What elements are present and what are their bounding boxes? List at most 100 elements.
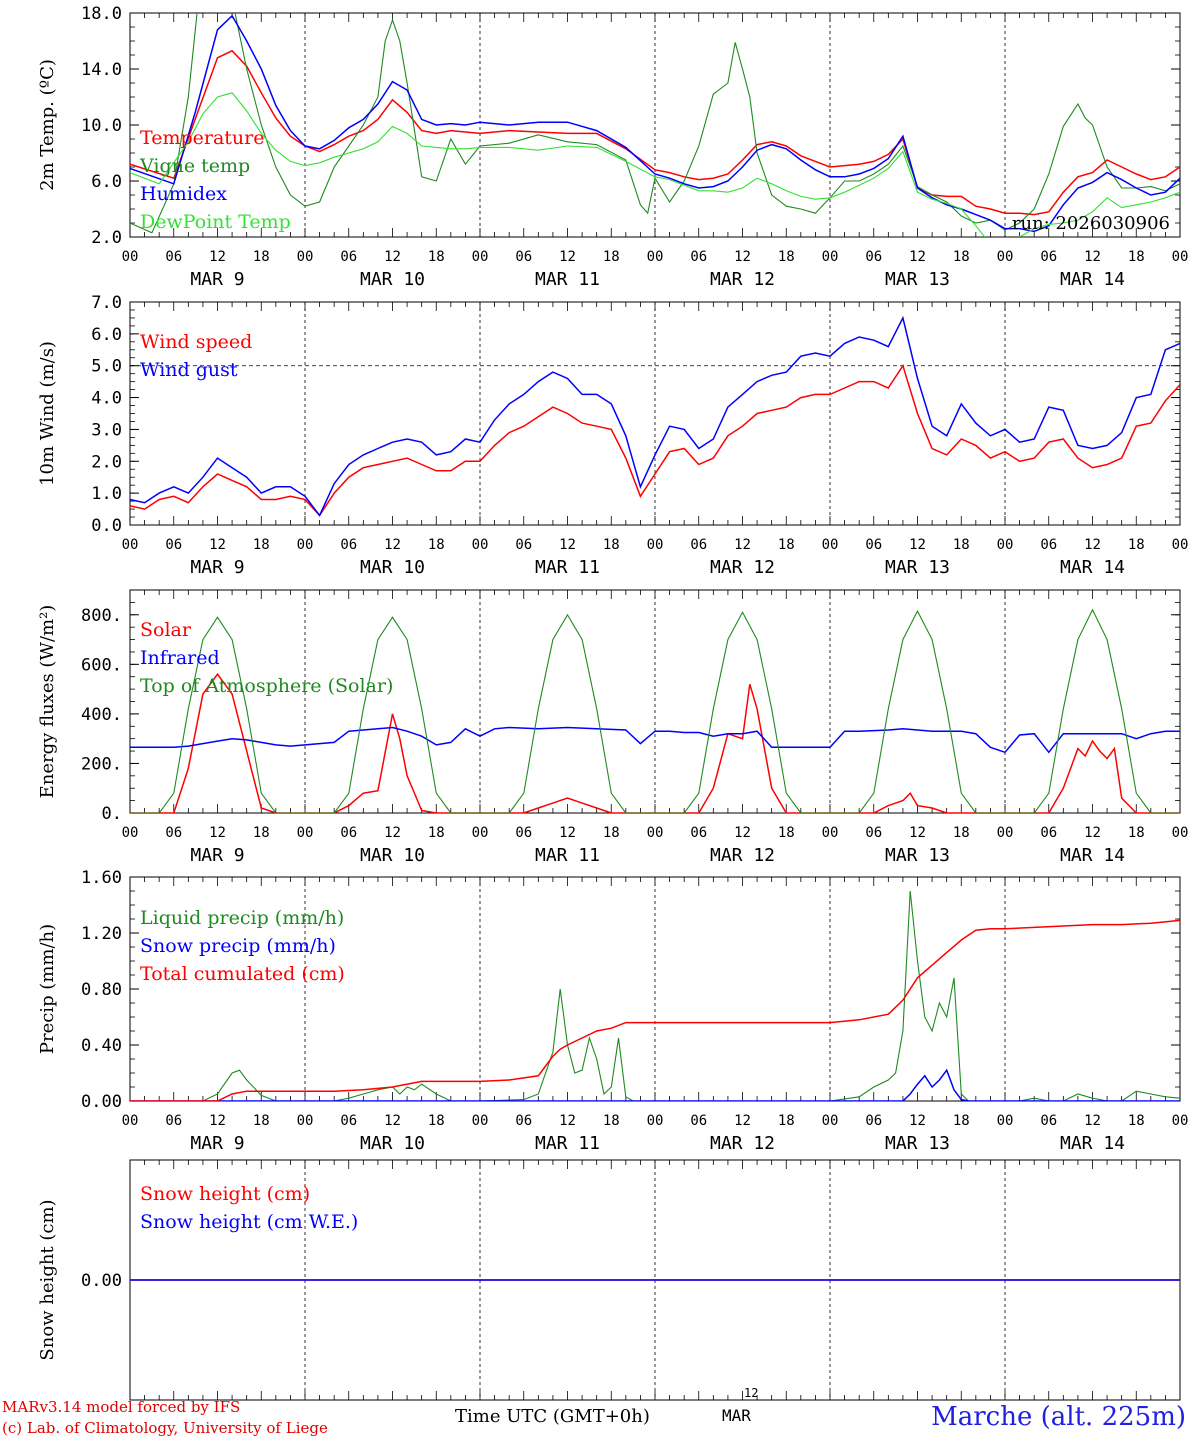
x-hour-label: 06 xyxy=(340,537,357,553)
x-hour-label: 00 xyxy=(647,1113,664,1129)
x-hour-label: 00 xyxy=(122,537,139,553)
panel-temperature: 2.0 6.0 10.0 14.0 18.0 2m Temp. (ºC) 00 06 12 18 0… xyxy=(37,4,1188,290)
credit-model: MARv3.14 model forced by IFS xyxy=(2,1398,241,1416)
legend-entry: Wind gust xyxy=(140,359,238,381)
x-hour-label: 12 xyxy=(209,1113,226,1129)
x-hour-label: 12 xyxy=(559,537,576,553)
x-day-label: MAR 13 xyxy=(885,1133,950,1154)
x-day-label: MAR 10 xyxy=(360,1133,425,1154)
y-tick-label: 6.0 xyxy=(91,172,122,192)
x-day-label: MAR 14 xyxy=(1060,1133,1125,1154)
x-hour-label: 18 xyxy=(253,249,270,265)
x-hour-label: 06 xyxy=(690,249,707,265)
x-day-label: MAR 12 xyxy=(710,1133,775,1154)
series-line-wind-gust xyxy=(130,315,1180,517)
credit-lab: (c) Lab. of Climatology, University of L… xyxy=(2,1419,328,1437)
series-line-dewpoint-temp xyxy=(130,92,1180,237)
legend-entry: Humidex xyxy=(140,183,227,205)
x-day-label: MAR 11 xyxy=(535,1133,600,1154)
x-hour-label: 06 xyxy=(515,537,532,553)
x-hour-label: 12 xyxy=(1084,825,1101,841)
station-name: Marche (alt. 225m) xyxy=(931,1402,1186,1432)
x-hour-label: 06 xyxy=(1040,1113,1057,1129)
x-hour-label: 00 xyxy=(472,825,489,841)
y-tick-label: 1.60 xyxy=(81,868,122,888)
y-tick-label: 0.40 xyxy=(81,1036,122,1056)
legend-entry: Snow height (cm W.E.) xyxy=(140,1211,358,1233)
panel-wind: 0.0 1.0 2.0 3.0 4.0 5.0 6.0 7.0 10m Wind (m/s) 00… xyxy=(37,293,1188,578)
x-hour-label: 06 xyxy=(515,825,532,841)
series-line-vigne-temp xyxy=(130,13,1180,234)
x-hour-label: 18 xyxy=(603,1113,620,1129)
x-hour-label: 06 xyxy=(340,1113,357,1129)
series-line-snow-precip-mm-h- xyxy=(130,1068,1180,1101)
series-line-humidex xyxy=(130,14,1180,233)
y-tick-label: 800. xyxy=(81,606,122,626)
x-hour-label: 18 xyxy=(603,537,620,553)
panel-snow: 0.00 Snow height (cm) Snow height (cm) Snow… xyxy=(37,1159,1181,1401)
legend-entry: Vigne temp xyxy=(139,155,250,177)
x-day-label: MAR 10 xyxy=(360,269,425,290)
x-hour-label: 06 xyxy=(1040,825,1057,841)
run-annotation: run: 2026030906 xyxy=(1012,213,1170,234)
x-day-label: MAR 12 xyxy=(710,557,775,578)
x-hour-label: 18 xyxy=(778,537,795,553)
x-hour-label: 12 xyxy=(909,825,926,841)
x-hour-label: 18 xyxy=(778,825,795,841)
x-hour-label: 06 xyxy=(165,537,182,553)
x-hour-label: 18 xyxy=(953,537,970,553)
center-month-label: MAR xyxy=(722,1406,751,1425)
y-tick-label: 4.0 xyxy=(91,389,122,409)
y-tick-label: 10.0 xyxy=(81,116,122,136)
x-day-label: MAR 13 xyxy=(885,845,950,866)
x-hour-label: 06 xyxy=(690,1113,707,1129)
panel-energy: 0. 200. 400. 600. 800. Energy fluxes (W/m²) 00… xyxy=(37,589,1188,866)
x-day-label: MAR 11 xyxy=(535,557,600,578)
x-hour-label: 06 xyxy=(515,249,532,265)
series-line-wind-speed xyxy=(130,363,1180,517)
x-hour-label: 18 xyxy=(428,537,445,553)
x-hour-label: 00 xyxy=(1172,537,1189,553)
series-line-temperature xyxy=(130,49,1180,216)
x-day-label: MAR 14 xyxy=(1060,269,1125,290)
panel-frame xyxy=(129,589,1181,814)
x-hour-label: 00 xyxy=(997,825,1014,841)
x-day-label: MAR 13 xyxy=(885,557,950,578)
y-tick-label: 2.0 xyxy=(91,228,122,248)
x-day-label: MAR 9 xyxy=(190,1133,244,1154)
x-day-label: MAR 9 xyxy=(190,845,244,866)
x-hour-label: 00 xyxy=(122,825,139,841)
y-axis-label: Precip (mm/h) xyxy=(37,924,58,1054)
panel-frame xyxy=(129,301,1181,526)
x-hour-label: 06 xyxy=(865,249,882,265)
x-hour-label: 18 xyxy=(778,249,795,265)
x-hour-label: 12 xyxy=(384,249,401,265)
y-axis-label: Energy fluxes (W/m²) xyxy=(37,605,58,799)
x-hour-label: 18 xyxy=(603,249,620,265)
x-day-label: MAR 14 xyxy=(1060,557,1125,578)
x-hour-label: 00 xyxy=(122,249,139,265)
x-hour-label: 06 xyxy=(515,1113,532,1129)
y-axis-label: 10m Wind (m/s) xyxy=(37,341,58,486)
x-day-label: MAR 10 xyxy=(360,845,425,866)
y-tick-label: 0. xyxy=(102,804,122,824)
y-axis-label: 2m Temp. (ºC) xyxy=(37,59,58,191)
legend-entry: Solar xyxy=(140,619,192,641)
x-hour-label: 00 xyxy=(647,249,664,265)
x-hour-label: 12 xyxy=(909,1113,926,1129)
x-hour-label: 18 xyxy=(1128,825,1145,841)
x-hour-label: 12 xyxy=(909,537,926,553)
x-day-label: MAR 10 xyxy=(360,557,425,578)
y-tick-label: 400. xyxy=(81,705,122,725)
y-tick-label: 200. xyxy=(81,754,122,774)
legend-entry: Wind speed xyxy=(140,331,252,353)
x-hour-label: 06 xyxy=(165,825,182,841)
y-tick-label: 3.0 xyxy=(91,420,122,440)
time-axis-caption: Time UTC (GMT+0h) xyxy=(455,1406,650,1427)
x-hour-label: 00 xyxy=(997,537,1014,553)
y-tick-label: 2.0 xyxy=(91,452,122,472)
x-hour-label: 12 xyxy=(909,249,926,265)
x-hour-label: 00 xyxy=(297,249,314,265)
y-axis-label: Snow height (cm) xyxy=(37,1199,58,1360)
